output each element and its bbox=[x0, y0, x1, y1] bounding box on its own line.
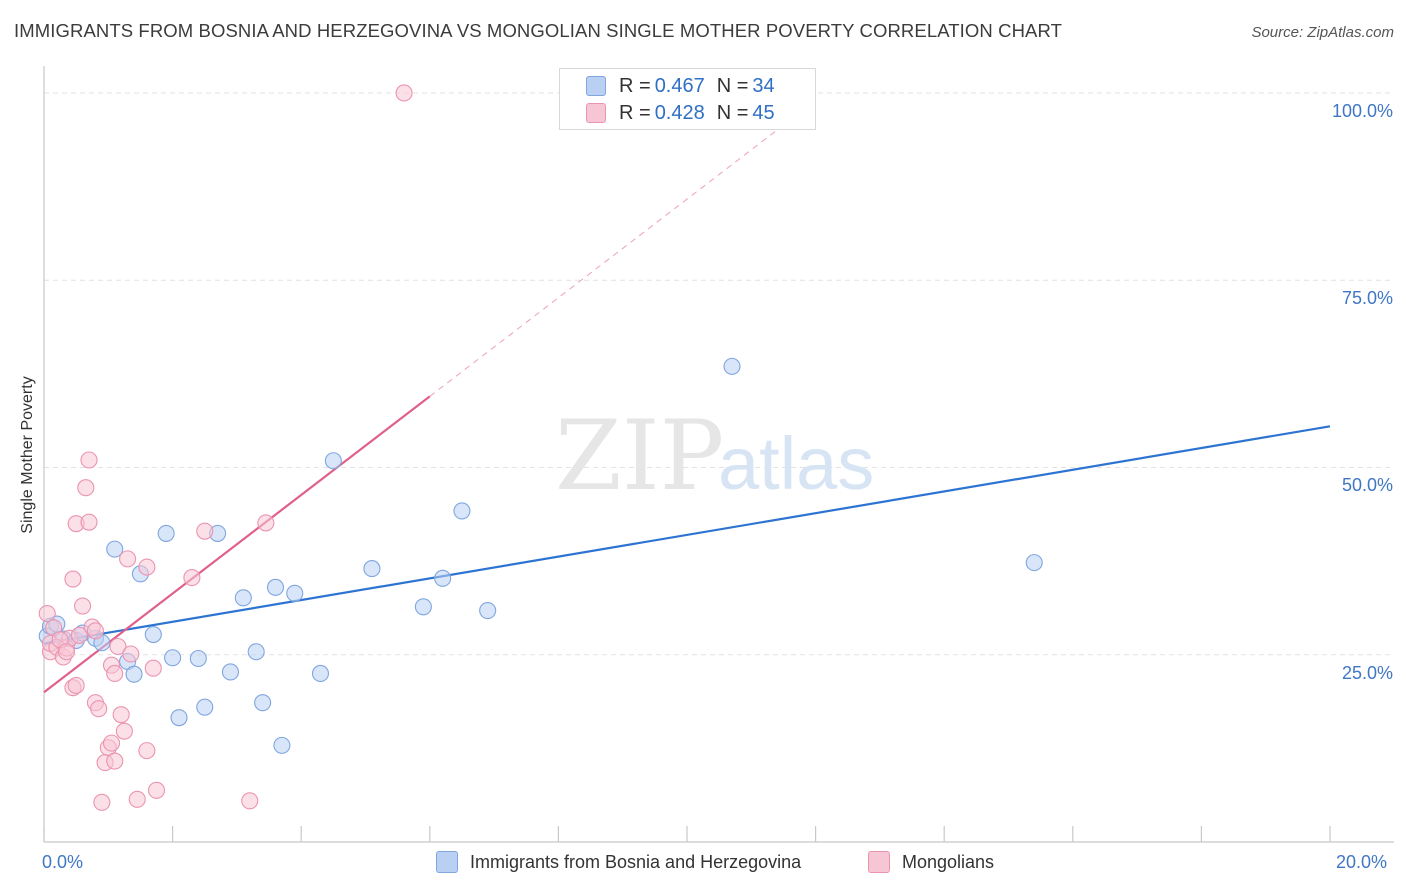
points-layer bbox=[38, 84, 1043, 811]
point-bosnia bbox=[266, 578, 285, 596]
point-mongolians bbox=[115, 722, 133, 740]
trend-line-bosnia bbox=[43, 425, 1331, 645]
point-mongolians bbox=[106, 752, 124, 770]
point-mongolians bbox=[122, 645, 140, 663]
point-mongolians bbox=[74, 597, 92, 615]
legend-swatch-mongolians bbox=[586, 103, 606, 123]
legend-n-label: N = bbox=[716, 74, 749, 97]
point-mongolians bbox=[147, 781, 166, 799]
point-bosnia bbox=[170, 709, 188, 727]
y-tick-label: 50.0% bbox=[1341, 475, 1393, 496]
correlation-legend: R = 0.467 N = 34 R = 0.428 N = 45 bbox=[559, 68, 816, 130]
source-credit: Source: ZipAtlas.com bbox=[1251, 24, 1394, 41]
point-bosnia bbox=[157, 524, 175, 542]
y-tick-label: 25.0% bbox=[1341, 662, 1393, 683]
point-bosnia bbox=[363, 560, 381, 578]
legend-r-value-bosnia: 0.467 bbox=[654, 74, 705, 97]
point-bosnia bbox=[453, 502, 471, 520]
point-mongolians bbox=[144, 659, 162, 677]
point-mongolians bbox=[102, 734, 121, 752]
point-mongolians bbox=[112, 706, 130, 724]
legend-n-value-bosnia: 34 bbox=[752, 74, 775, 97]
series-swatch-mongolians bbox=[868, 851, 890, 873]
point-bosnia bbox=[189, 649, 207, 668]
point-mongolians bbox=[77, 479, 95, 497]
legend-n-label: N = bbox=[716, 101, 749, 124]
point-bosnia bbox=[273, 736, 291, 754]
point-mongolians bbox=[70, 626, 88, 644]
point-bosnia bbox=[221, 663, 240, 681]
y-tick-label: 75.0% bbox=[1341, 288, 1393, 309]
point-bosnia bbox=[254, 694, 272, 712]
point-mongolians bbox=[67, 676, 85, 695]
watermark-atlas: atlas bbox=[718, 422, 874, 505]
point-mongolians bbox=[80, 513, 98, 531]
trend-line-mongolians-extrapolated bbox=[429, 100, 816, 397]
point-mongolians bbox=[106, 664, 124, 683]
point-mongolians bbox=[90, 700, 108, 718]
legend-r-label: R = bbox=[619, 101, 651, 124]
watermark: ZIP atlas bbox=[555, 400, 874, 512]
x-tick-label-min: 0.0% bbox=[42, 852, 84, 872]
point-mongolians bbox=[119, 550, 137, 568]
point-bosnia bbox=[144, 625, 162, 644]
grid-layer bbox=[44, 92, 1394, 656]
axis-layer bbox=[43, 66, 1394, 843]
point-mongolians bbox=[138, 558, 156, 576]
point-mongolians bbox=[128, 790, 146, 808]
point-bosnia bbox=[414, 598, 432, 616]
point-bosnia bbox=[324, 452, 342, 470]
legend-n-value-mongolians: 45 bbox=[752, 101, 775, 124]
legend-row-mongolians: R = 0.428 N = 45 bbox=[586, 100, 775, 126]
watermark-zip: ZIP bbox=[555, 400, 724, 512]
series-swatch-bosnia bbox=[436, 851, 458, 873]
point-mongolians bbox=[109, 637, 127, 656]
point-bosnia bbox=[723, 357, 741, 375]
legend-swatch-bosnia bbox=[586, 76, 606, 96]
point-mongolians bbox=[80, 451, 98, 469]
series-legend-bosnia[interactable]: Immigrants from Bosnia and Herzegovina bbox=[436, 851, 801, 873]
point-bosnia bbox=[196, 698, 214, 716]
point-bosnia bbox=[106, 540, 124, 558]
point-mongolians bbox=[57, 643, 76, 661]
y-tick-label: 100.0% bbox=[1331, 100, 1393, 121]
point-bosnia bbox=[479, 602, 497, 620]
point-bosnia bbox=[125, 665, 143, 683]
legend-r-label: R = bbox=[619, 74, 651, 97]
point-mongolians bbox=[257, 514, 275, 532]
point-bosnia bbox=[434, 569, 452, 587]
point-bosnia bbox=[234, 589, 252, 607]
point-mongolians bbox=[86, 622, 104, 640]
point-bosnia bbox=[311, 664, 330, 683]
point-bosnia bbox=[1025, 554, 1043, 572]
legend-r-value-mongolians: 0.428 bbox=[654, 101, 705, 124]
point-bosnia bbox=[247, 643, 265, 661]
point-mongolians bbox=[395, 84, 413, 102]
series-label-bosnia: Immigrants from Bosnia and Herzegovina bbox=[470, 851, 802, 872]
point-mongolians bbox=[38, 604, 56, 623]
chart-title: IMMIGRANTS FROM BOSNIA AND HERZEGOVINA V… bbox=[14, 20, 1062, 41]
x-tick-label-max: 20.0% bbox=[1336, 852, 1388, 872]
point-mongolians bbox=[183, 569, 201, 587]
point-mongolians bbox=[64, 570, 82, 588]
point-mongolians bbox=[196, 522, 214, 540]
point-bosnia bbox=[286, 584, 304, 602]
y-axis-label: Single Mother Poverty bbox=[19, 376, 36, 534]
point-bosnia bbox=[164, 649, 182, 667]
series-label-mongolians: Mongolians bbox=[902, 851, 995, 872]
point-mongolians bbox=[138, 742, 156, 760]
legend-row-bosnia: R = 0.467 N = 34 bbox=[586, 73, 775, 99]
point-mongolians bbox=[93, 793, 111, 811]
series-legend-mongolians[interactable]: Mongolians bbox=[868, 851, 994, 873]
point-mongolians bbox=[241, 792, 259, 810]
